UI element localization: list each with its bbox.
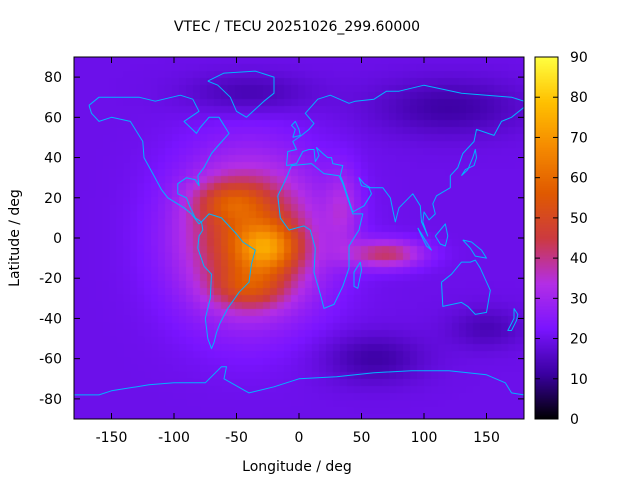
chart-title: VTEC / TECU 20251026_299.60000 [174, 19, 420, 35]
y-tick-label: -40 [39, 311, 62, 327]
y-tick-label: 20 [44, 191, 62, 207]
colorbar-tick-label: 90 [570, 50, 588, 66]
y-tick-label: 60 [44, 110, 62, 126]
y-tick-label: 40 [44, 151, 62, 167]
coastline-australia [441, 259, 491, 315]
coastline-sumatra [417, 227, 432, 251]
coastline-north-america [88, 94, 230, 225]
x-axis-label: Longitude / deg [242, 459, 352, 475]
y-tick-label: -20 [39, 271, 62, 287]
colorbar-tick-label: 10 [570, 372, 588, 388]
colorbar-tick-label: 30 [570, 291, 588, 307]
colorbar-tick-label: 40 [570, 251, 588, 267]
x-tick-label: -100 [158, 430, 190, 446]
coastline-africa [277, 163, 364, 309]
y-tick-label: 0 [53, 231, 62, 247]
x-tick-label: -150 [96, 430, 128, 446]
coastline-eurasia [286, 84, 525, 237]
y-tick-label: -80 [39, 392, 62, 408]
coastlines [74, 70, 525, 396]
coastline-greenland [207, 70, 275, 118]
y-axis-ticks: -80 -60 -40 -20 0 20 40 60 80 [39, 70, 524, 408]
colorbar-tick-label: 50 [570, 211, 588, 227]
coastline-britain [291, 120, 301, 138]
coastline-new-guinea [462, 239, 487, 259]
colorbar-tick-label: 60 [570, 171, 588, 187]
coastline-japan [461, 149, 477, 177]
coastline-madagascar [353, 261, 362, 289]
colorbar-tick-label: 70 [570, 130, 588, 146]
coastline-south-america [197, 213, 256, 350]
colorbar-frame [534, 56, 559, 420]
coastline-antarctica [74, 366, 525, 396]
x-tick-label: -50 [225, 430, 248, 446]
y-axis-label: Latitude / deg [7, 189, 23, 287]
coastline-new-zealand [507, 308, 519, 331]
colorbar-gradient [535, 57, 558, 419]
x-axis-ticks: -150 -100 -50 0 50 100 150 [96, 57, 500, 446]
y-tick-label: -60 [39, 352, 62, 368]
colorbar-tick-label: 80 [570, 90, 588, 106]
x-tick-label: 150 [473, 430, 500, 446]
colorbar-ticks: 0 10 20 30 40 50 60 70 80 90 [535, 50, 588, 428]
colorbar-tick-label: 0 [570, 412, 579, 428]
x-tick-label: 100 [411, 430, 438, 446]
x-tick-label: 0 [295, 430, 304, 446]
coastline-borneo [434, 223, 449, 247]
y-tick-label: 80 [44, 70, 62, 86]
vtec-heatmap [74, 57, 524, 419]
colorbar-tick-label: 20 [570, 332, 588, 348]
x-tick-label: 50 [353, 430, 371, 446]
